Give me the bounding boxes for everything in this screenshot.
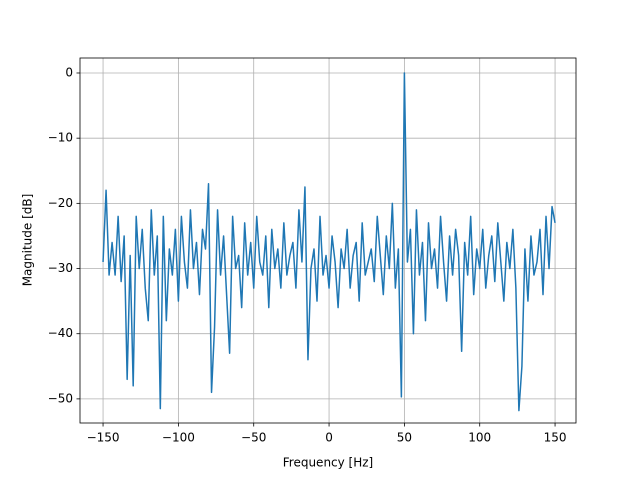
x-tick-label: 100 [468,431,491,445]
axes-frame [79,57,577,424]
x-axis-label: Frequency [Hz] [283,456,374,470]
x-tick-label: −150 [87,431,120,445]
y-tick-label: −50 [48,391,73,405]
y-tick-label: −20 [48,196,73,210]
y-tick-label: −40 [48,326,73,340]
y-axis-label: Magnitude [dB] [21,194,35,287]
y-tick-label: 0 [65,65,73,79]
x-tick-label: 0 [325,431,333,445]
y-tick-label: −30 [48,261,73,275]
data-line [102,72,556,412]
x-tick-label: 50 [397,431,412,445]
y-tick-label: −10 [48,131,73,145]
x-tick-label: −100 [162,431,195,445]
x-tick-label: −50 [241,431,266,445]
x-tick-label: 150 [544,431,567,445]
